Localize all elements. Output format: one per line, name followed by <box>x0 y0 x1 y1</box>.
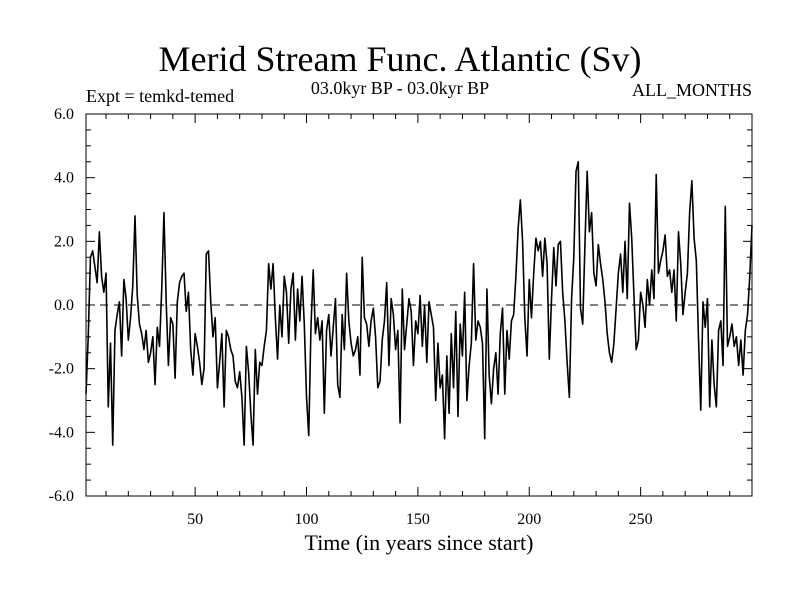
experiment-label: Expt = temkd-temed <box>86 86 235 106</box>
y-tick-label: 2.0 <box>54 233 74 250</box>
x-tick-label: 200 <box>517 511 541 528</box>
y-tick-label: -2.0 <box>49 361 74 378</box>
period-label: 03.0kyr BP - 03.0kyr BP <box>310 78 490 98</box>
y-tick-label: -4.0 <box>49 424 74 441</box>
x-axis-label: Time (in years since start) <box>304 530 534 555</box>
series-line <box>85 160 753 446</box>
x-tick-label: 50 <box>187 511 203 528</box>
months-label: ALL_MONTHS <box>632 80 752 100</box>
y-tick-label: 0.0 <box>54 297 74 314</box>
y-tick-label: 6.0 <box>54 106 74 123</box>
y-tick-label: -6.0 <box>49 488 74 505</box>
y-tick-label: 4.0 <box>54 170 74 187</box>
chart-title: Merid Stream Func. Atlantic (Sv) <box>158 39 642 79</box>
x-tick-label: 100 <box>295 511 319 528</box>
x-tick-label: 150 <box>406 511 430 528</box>
x-tick-label: 250 <box>629 511 653 528</box>
